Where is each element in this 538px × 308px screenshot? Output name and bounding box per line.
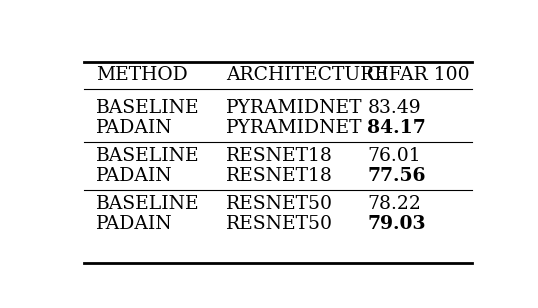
- Text: RESNET18: RESNET18: [226, 167, 332, 185]
- Text: 84.17: 84.17: [367, 119, 426, 136]
- Text: 83.49: 83.49: [367, 99, 421, 117]
- Text: BASELINE: BASELINE: [96, 99, 200, 117]
- Text: 76.01: 76.01: [367, 147, 421, 165]
- Text: 77.56: 77.56: [367, 167, 426, 185]
- Text: BASELINE: BASELINE: [96, 195, 200, 213]
- Text: PADAIN: PADAIN: [96, 215, 173, 233]
- Text: ARCHITECTURE: ARCHITECTURE: [226, 67, 388, 84]
- Text: BASELINE: BASELINE: [96, 147, 200, 165]
- Text: RESNET50: RESNET50: [226, 195, 332, 213]
- Text: PYRAMIDNET: PYRAMIDNET: [226, 119, 362, 136]
- Text: METHOD: METHOD: [96, 67, 188, 84]
- Text: PADAIN: PADAIN: [96, 167, 173, 185]
- Text: 78.22: 78.22: [367, 195, 421, 213]
- Text: PYRAMIDNET: PYRAMIDNET: [226, 99, 362, 117]
- Text: RESNET50: RESNET50: [226, 215, 332, 233]
- Text: CIFAR 100: CIFAR 100: [367, 67, 470, 84]
- Text: PADAIN: PADAIN: [96, 119, 173, 136]
- Text: RESNET18: RESNET18: [226, 147, 332, 165]
- Text: 79.03: 79.03: [367, 215, 426, 233]
